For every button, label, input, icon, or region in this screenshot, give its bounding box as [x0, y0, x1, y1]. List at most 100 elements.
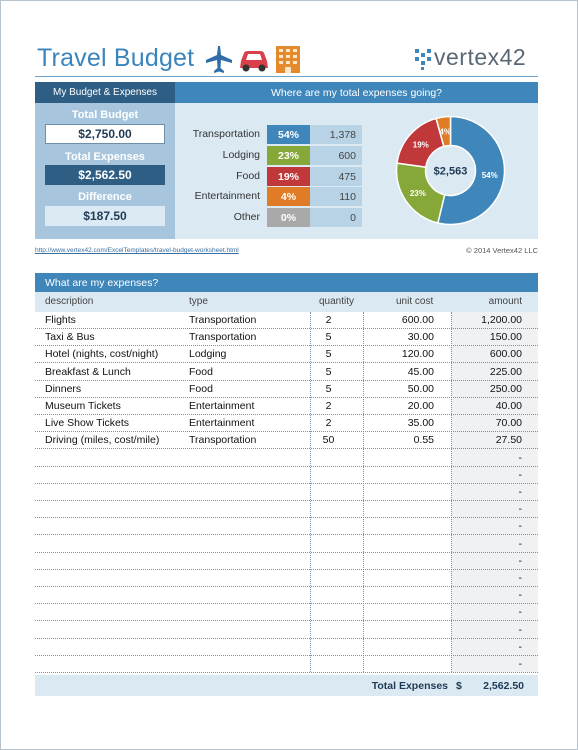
- category-amount: 475: [310, 167, 362, 186]
- cell-unit-cost[interactable]: 600.00: [401, 314, 434, 326]
- total-budget-input[interactable]: $2,750.00: [45, 124, 165, 144]
- total-budget-label: Total Budget: [71, 109, 139, 121]
- table-row[interactable]: Dinners Food 5 50.00 250.00: [35, 381, 538, 398]
- total-expenses-label: Total Expenses: [65, 151, 145, 163]
- cell-amount: 70.00: [495, 417, 522, 430]
- cell-quantity[interactable]: 50: [322, 434, 335, 447]
- cell-amount: -: [518, 640, 523, 653]
- cell-unit-cost[interactable]: 120.00: [401, 348, 434, 361]
- cell-description[interactable]: Breakfast & Lunch: [45, 365, 131, 378]
- total-bar: Total Expenses $ 2,562.50: [35, 675, 538, 696]
- cell-quantity[interactable]: 2: [325, 400, 332, 412]
- table-row[interactable]: -: [35, 553, 538, 570]
- table-row[interactable]: Breakfast & Lunch Food 5 45.00 225.00: [35, 364, 538, 381]
- cell-amount: 1,200.00: [481, 314, 522, 326]
- table-row[interactable]: Flights Transportation 2 600.00 1,200.00: [35, 312, 538, 329]
- cell-type[interactable]: Food: [189, 382, 213, 395]
- table-row[interactable]: -: [35, 656, 538, 673]
- cell-quantity[interactable]: 5: [325, 365, 332, 378]
- cell-amount: -: [518, 486, 523, 498]
- cell-description[interactable]: Flights: [45, 314, 76, 326]
- table-row[interactable]: -: [35, 536, 538, 553]
- cell-amount: -: [518, 451, 523, 464]
- cell-description[interactable]: Museum Tickets: [45, 400, 121, 412]
- cell-unit-cost[interactable]: 0.55: [413, 434, 434, 447]
- cell-quantity[interactable]: 2: [325, 314, 332, 326]
- cell-quantity[interactable]: 5: [325, 382, 332, 395]
- category-row: Other 0% 0: [175, 208, 365, 227]
- cell-amount: -: [518, 589, 523, 602]
- cell-type[interactable]: Transportation: [189, 434, 257, 447]
- cell-type[interactable]: Food: [189, 365, 213, 378]
- cell-unit-cost[interactable]: 35.00: [407, 417, 434, 430]
- logo-text: vertex42: [434, 44, 527, 70]
- cell-quantity[interactable]: 2: [325, 417, 332, 430]
- cell-quantity[interactable]: 5: [325, 348, 332, 361]
- category-amount: 1,378: [310, 125, 362, 144]
- cell-amount: 40.00: [495, 400, 522, 412]
- budget-header: My Budget & Expenses: [35, 82, 175, 103]
- page-title: Travel Budget: [37, 44, 195, 72]
- airplane-icon: [206, 46, 232, 73]
- cell-amount: -: [518, 606, 523, 619]
- category-name: Food: [236, 170, 260, 182]
- category-name: Lodging: [222, 149, 260, 161]
- cell-unit-cost[interactable]: 50.00: [407, 382, 434, 395]
- total-currency: $: [456, 680, 462, 692]
- table-row[interactable]: Driving (miles, cost/mile) Transportation…: [35, 432, 538, 450]
- category-row: Lodging 23% 600: [175, 146, 365, 165]
- cell-unit-cost[interactable]: 30.00: [407, 331, 434, 344]
- category-percent: 19%: [267, 167, 310, 186]
- cell-type[interactable]: Entertainment: [189, 417, 255, 430]
- donut-slice: [435, 115, 452, 148]
- cell-amount: 225.00: [489, 365, 522, 378]
- source-link[interactable]: http://www.vertex42.com/ExcelTemplates/t…: [35, 247, 239, 254]
- table-row[interactable]: -: [35, 604, 538, 622]
- expense-donut-chart: 54% 23% 19% 4% $2,563: [395, 115, 506, 226]
- category-amount: 0: [310, 208, 362, 227]
- cell-quantity[interactable]: 5: [325, 331, 332, 344]
- expenses-title: What are my expenses?: [35, 273, 538, 292]
- cell-amount: -: [518, 658, 523, 670]
- table-row[interactable]: -: [35, 587, 538, 605]
- cell-unit-cost[interactable]: 45.00: [407, 365, 434, 378]
- category-row: Food 19% 475: [175, 167, 365, 186]
- budget-box: Total Budget $2,750.00 Total Expenses $2…: [35, 103, 175, 239]
- table-row[interactable]: -: [35, 570, 538, 587]
- car-icon: [240, 51, 268, 72]
- col-description: description: [45, 296, 94, 307]
- cell-unit-cost[interactable]: 20.00: [407, 400, 434, 412]
- cell-type[interactable]: Entertainment: [189, 400, 255, 412]
- cell-description[interactable]: Live Show Tickets: [45, 417, 130, 430]
- chart-header: Where are my total expenses going?: [175, 82, 538, 103]
- category-name: Entertainment: [194, 190, 260, 202]
- cell-type[interactable]: Lodging: [189, 348, 227, 361]
- col-divider: [310, 312, 312, 672]
- table-row[interactable]: -: [35, 518, 538, 536]
- total-expenses-value: $2,562.50: [45, 165, 165, 185]
- table-row[interactable]: -: [35, 622, 538, 639]
- cell-amount: -: [518, 503, 523, 516]
- table-row[interactable]: -: [35, 501, 538, 519]
- donut-slice: [436, 115, 506, 226]
- cell-type[interactable]: Transportation: [189, 314, 257, 326]
- table-row[interactable]: Taxi & Bus Transportation 5 30.00 150.00: [35, 329, 538, 347]
- cell-amount: -: [518, 468, 523, 481]
- cell-type[interactable]: Transportation: [189, 331, 257, 344]
- cell-description[interactable]: Hotel (nights, cost/night): [45, 348, 159, 361]
- col-divider: [363, 312, 365, 672]
- table-row[interactable]: Hotel (nights, cost/night) Lodging 5 120.00…: [35, 346, 538, 364]
- cell-description[interactable]: Dinners: [45, 382, 82, 395]
- col-quantity: quantity: [319, 296, 355, 307]
- difference-value: $187.50: [45, 206, 165, 226]
- cell-description[interactable]: Driving (miles, cost/mile): [45, 434, 160, 447]
- table-row[interactable]: -: [35, 450, 538, 467]
- category-percent: 4%: [267, 187, 310, 206]
- table-row[interactable]: -: [35, 484, 538, 501]
- table-row[interactable]: Live Show Tickets Entertainment 2 35.00 70.0…: [35, 415, 538, 433]
- table-row[interactable]: -: [35, 467, 538, 484]
- donut-slice-label: 54%: [482, 171, 498, 180]
- cell-description[interactable]: Taxi & Bus: [45, 331, 95, 344]
- table-row[interactable]: -: [35, 639, 538, 656]
- table-row[interactable]: Museum Tickets Entertainment 2 20.00 40.00: [35, 398, 538, 415]
